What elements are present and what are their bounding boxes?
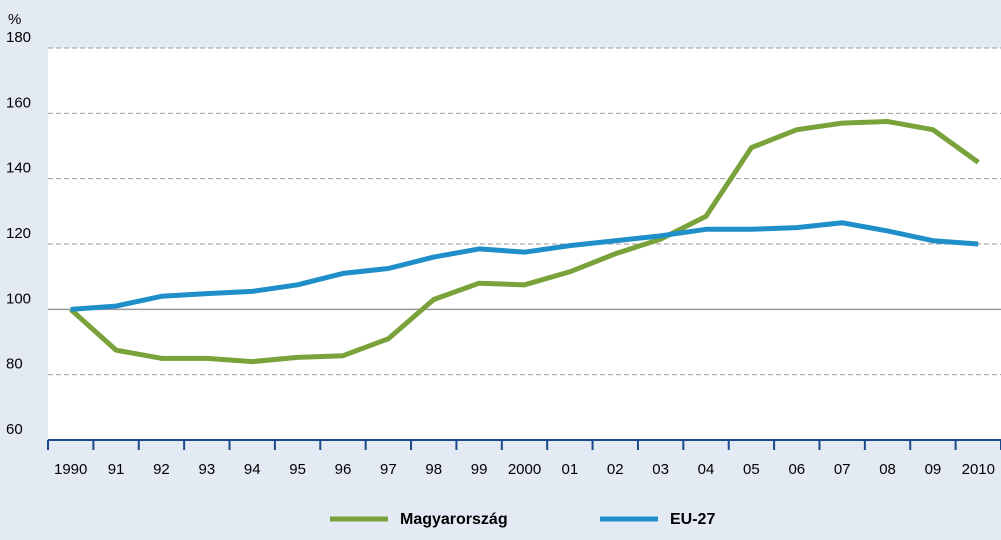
series-line <box>70 220 979 312</box>
x-tick-label: 96 <box>335 461 352 478</box>
x-tick-label: 95 <box>289 461 306 478</box>
y-tick-label: 160 <box>6 94 31 111</box>
x-tick-label: 03 <box>652 461 669 478</box>
y-tick-label: 180 <box>6 29 31 46</box>
legend-label: Magyarország <box>400 511 508 528</box>
x-tick-label: 08 <box>879 461 896 478</box>
x-tick-label: 97 <box>380 461 397 478</box>
x-tick-label: 94 <box>244 461 261 478</box>
series-line <box>69 119 980 365</box>
y-tick-label: 80 <box>6 356 23 373</box>
x-tick-label: 91 <box>108 461 125 478</box>
x-tick-label: 05 <box>743 461 760 478</box>
x-tick-label: 93 <box>198 461 215 478</box>
y-tick-label: 140 <box>6 160 31 177</box>
y-tick-label: 120 <box>6 225 31 242</box>
legend-label: EU-27 <box>670 511 715 528</box>
y-axis-label: % <box>8 11 21 28</box>
x-tick-label: 92 <box>153 461 170 478</box>
x-tick-label: 01 <box>562 461 579 478</box>
y-tick-label: 100 <box>6 290 31 307</box>
x-tick-label: 04 <box>698 461 715 478</box>
x-tick-label: 99 <box>471 461 488 478</box>
x-tick-label: 09 <box>925 461 942 478</box>
y-tick-label: 60 <box>6 421 23 438</box>
x-tick-label: 02 <box>607 461 624 478</box>
x-tick-label: 1990 <box>54 461 87 478</box>
x-tick-label: 06 <box>788 461 805 478</box>
x-tick-label: 2000 <box>508 461 541 478</box>
x-tick-label: 07 <box>834 461 851 478</box>
x-tick-label: 98 <box>425 461 442 478</box>
x-tick-label: 2010 <box>962 461 995 478</box>
